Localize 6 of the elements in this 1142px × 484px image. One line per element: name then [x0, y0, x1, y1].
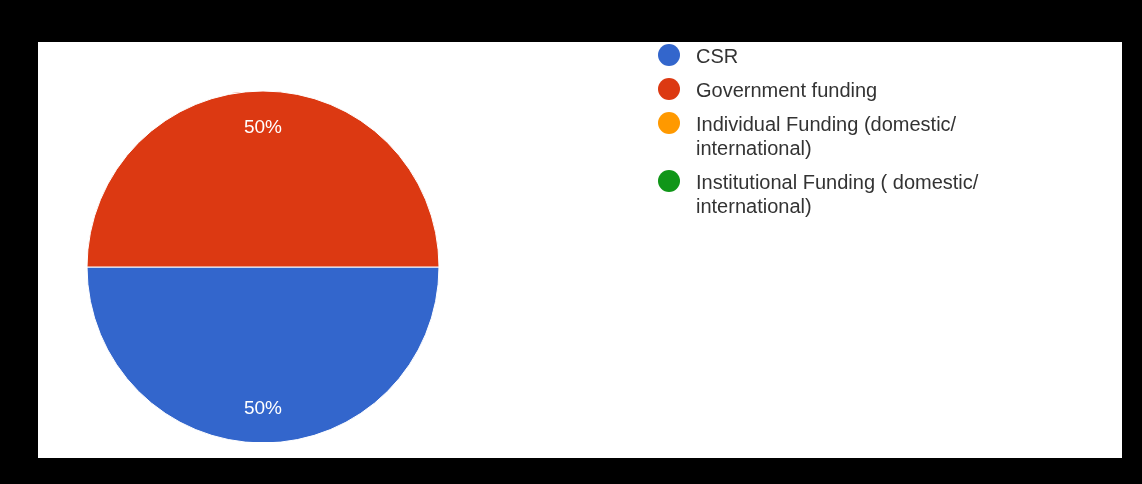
data-label: 50% [243, 397, 283, 419]
legend-label: Government funding [696, 78, 878, 102]
legend-label: Institutional Funding ( domestic/ international) [696, 170, 980, 218]
legend-label: CSR [696, 44, 739, 68]
data-label: 50% [243, 115, 283, 137]
legend-label: Individual Funding (domestic/ international) [696, 112, 958, 160]
